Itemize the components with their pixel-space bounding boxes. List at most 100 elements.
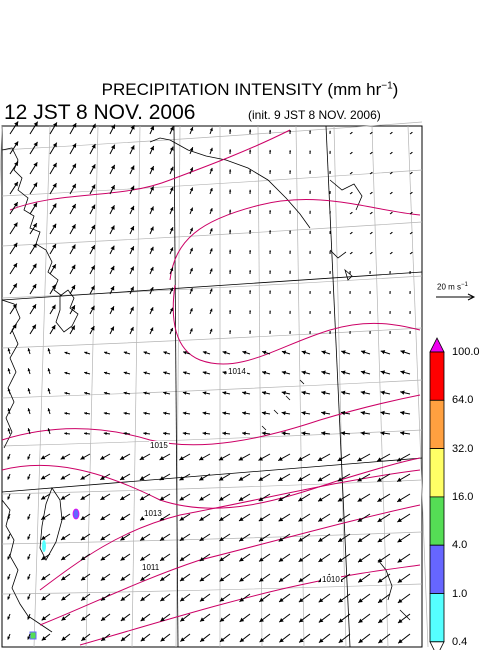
wind-arrow	[249, 290, 252, 295]
wind-arrow	[289, 310, 291, 315]
wind-arrow	[143, 391, 151, 395]
wind-arrow	[301, 390, 311, 396]
wind-arrow	[109, 225, 115, 235]
wind-arrow	[109, 306, 115, 315]
wind-arrow	[83, 432, 91, 436]
wind-arrow	[360, 390, 371, 395]
wind-arrow	[149, 327, 154, 335]
wind-arrow	[169, 267, 174, 275]
wind-arrow	[129, 225, 135, 235]
wind-arrow	[269, 169, 272, 175]
wind-arrow	[278, 473, 291, 482]
wind-arrow	[377, 613, 391, 624]
wind-arrow	[349, 290, 351, 295]
wind-arrow	[40, 533, 51, 541]
wind-scale-arrow	[436, 293, 476, 301]
wind-arrow	[377, 473, 391, 482]
wind-arrow	[163, 411, 171, 416]
wind-arrow	[219, 593, 231, 602]
wind-arrow	[7, 513, 11, 520]
wind-arrow	[259, 593, 271, 603]
colorbar-level-label: 64.0	[452, 394, 474, 407]
wind-arrow	[397, 533, 411, 543]
wind-arrow	[182, 411, 191, 416]
wind-arrow	[199, 553, 211, 562]
wind-arrow	[179, 613, 191, 622]
wind-arrow	[49, 142, 58, 155]
wind-arrow	[182, 351, 191, 355]
wind-arrow	[377, 493, 391, 503]
wind-arrow	[81, 633, 91, 642]
wind-arrow	[7, 408, 11, 415]
grid-line-lat	[1, 583, 423, 595]
wind-arrow	[9, 283, 18, 295]
wind-arrow	[89, 143, 96, 155]
wind-arrow	[189, 267, 193, 275]
wind-arrow	[123, 391, 131, 395]
wind-arrow	[49, 324, 56, 335]
wind-arrow	[249, 250, 252, 255]
wind-arrow	[357, 593, 371, 603]
wind-arrow	[238, 493, 251, 502]
wind-arrow	[269, 210, 272, 215]
wind-arrow	[47, 368, 51, 375]
wind-arrow	[389, 171, 393, 175]
wind-arrow	[140, 573, 151, 582]
wind-arrow	[369, 330, 371, 335]
grid-line-lat	[1, 479, 423, 495]
wind-arrow	[277, 453, 291, 462]
wind-arrow	[259, 613, 271, 623]
wind-arrow	[258, 573, 271, 583]
wind-arrow	[400, 350, 411, 355]
wind-arrow	[160, 593, 171, 602]
wind-arrow	[159, 493, 171, 501]
wind-arrow	[377, 593, 391, 604]
wind-arrow	[169, 126, 174, 135]
wind-scale-label: 20 m s−1	[437, 282, 468, 292]
grid-line-lon	[371, 125, 389, 648]
wind-arrow	[49, 243, 57, 255]
wind-arrow	[9, 201, 19, 215]
precip-patch-taiwan	[72, 508, 80, 520]
wind-arrow	[321, 431, 331, 436]
wind-arrow	[202, 431, 211, 436]
wind-arrow	[281, 390, 291, 396]
wind-arrow	[369, 191, 373, 195]
wind-arrow	[60, 453, 71, 460]
wind-arrow	[99, 453, 111, 460]
wind-arrow	[369, 131, 373, 135]
wind-arrow	[123, 351, 131, 355]
wind-arrow	[298, 613, 311, 623]
wind-arrow	[269, 230, 272, 235]
wind-arrow	[242, 431, 251, 436]
wind-arrow	[297, 453, 311, 462]
wind-arrow	[109, 144, 116, 155]
wind-arrow	[289, 270, 291, 275]
wind-arrow	[329, 330, 331, 335]
wind-arrow	[377, 513, 391, 523]
wind-arrow	[149, 186, 154, 195]
wind-arrow	[47, 408, 51, 415]
wind-arrow	[29, 202, 38, 215]
wind-arrow	[199, 573, 211, 582]
wind-arrow	[179, 513, 191, 521]
wind-arrow	[278, 593, 291, 603]
wind-arrow	[189, 287, 193, 295]
wind-arrow	[242, 350, 251, 355]
wind-arrow	[329, 210, 331, 215]
grid-line-lat	[1, 121, 423, 151]
wind-arrow	[120, 533, 131, 541]
grid-line-lon	[85, 125, 99, 648]
wind-arrow	[80, 533, 91, 541]
chart-title: PRECIPITATION INTENSITY (mm hr−1)	[101, 80, 399, 99]
wind-arrow	[7, 348, 11, 355]
wind-arrow	[64, 432, 71, 435]
wind-arrow	[80, 473, 91, 480]
wind-arrow	[69, 305, 76, 315]
wind-arrow	[179, 573, 191, 582]
wind-arrow	[202, 391, 211, 395]
wind-arrow	[239, 573, 251, 582]
wind-arrow	[27, 408, 31, 415]
wind-arrow	[309, 190, 311, 195]
wind-arrow	[340, 431, 351, 436]
